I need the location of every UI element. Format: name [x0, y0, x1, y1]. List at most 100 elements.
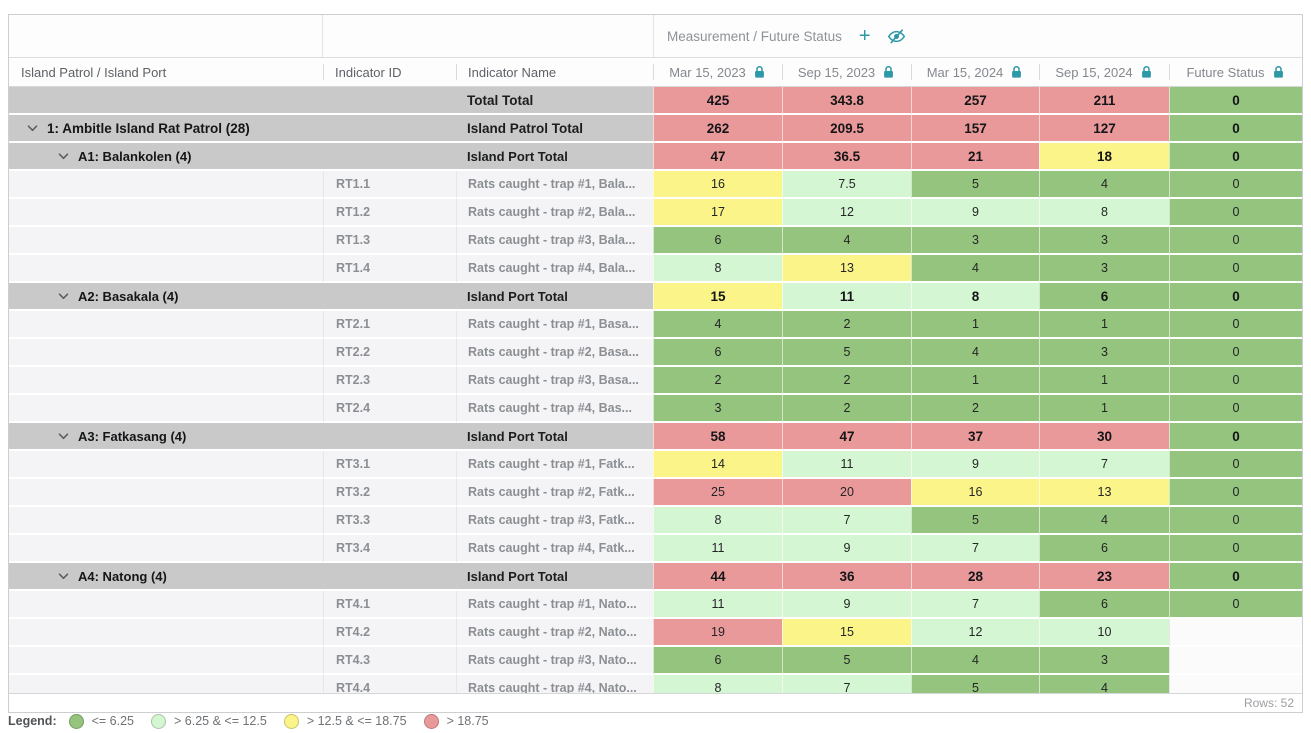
measurement-cell[interactable]: 1	[1039, 395, 1169, 423]
measurement-cell[interactable]: 2	[782, 311, 911, 339]
column-header-label: Future Status	[1186, 64, 1265, 80]
column-header-sep-15-2024[interactable]: Sep 15, 2024	[1039, 58, 1169, 86]
measurement-cell[interactable]: 8	[653, 507, 782, 535]
future-status-cell[interactable]: 0	[1169, 255, 1302, 283]
future-status-cell[interactable]: 0	[1169, 479, 1302, 507]
measurement-cell[interactable]: 6	[653, 339, 782, 367]
eye-off-icon[interactable]	[887, 27, 906, 46]
measurement-cell[interactable]: 5	[911, 507, 1039, 535]
measurement-cell[interactable]: 4	[1039, 507, 1169, 535]
future-status-cell[interactable]: 0	[1169, 227, 1302, 255]
measurement-cell[interactable]: 11	[653, 591, 782, 619]
group-total-label: Island Patrol Total	[467, 120, 584, 136]
measurement-cell[interactable]: 12	[911, 619, 1039, 647]
measurement-cell[interactable]: 9	[782, 591, 911, 619]
measurement-cell[interactable]: 1	[1039, 367, 1169, 395]
measurement-cell[interactable]: 2	[782, 395, 911, 423]
measurement-cell[interactable]: 11	[782, 451, 911, 479]
measurement-cell[interactable]: 14	[653, 451, 782, 479]
column-header-future-status[interactable]: Future Status	[1169, 58, 1302, 86]
chevron-down-icon[interactable]	[58, 432, 69, 440]
chevron-down-icon[interactable]	[58, 292, 69, 300]
measurement-cell[interactable]: 3	[1039, 227, 1169, 255]
chevron-down-icon[interactable]	[27, 124, 38, 132]
future-status-cell[interactable]: 0	[1169, 451, 1302, 479]
measurement-cell[interactable]: 3	[1039, 647, 1169, 675]
measurement-cell[interactable]: 7	[782, 507, 911, 535]
measurement-cell[interactable]: 5	[911, 675, 1039, 693]
measurement-cell[interactable]: 9	[782, 535, 911, 563]
future-status-cell[interactable]: 0	[1169, 367, 1302, 395]
column-header-mar-15-2024[interactable]: Mar 15, 2024	[911, 58, 1039, 86]
measurement-cell[interactable]: 16	[911, 479, 1039, 507]
measurement-cell[interactable]: 5	[782, 647, 911, 675]
measurement-cell[interactable]: 1	[911, 367, 1039, 395]
measurement-cell[interactable]: 2	[911, 395, 1039, 423]
future-status-cell[interactable]: 0	[1169, 535, 1302, 563]
tree-cell[interactable]: A4: Natong (4)	[9, 563, 323, 591]
measurement-cell[interactable]: 7	[911, 535, 1039, 563]
measurement-cell[interactable]: 7	[1039, 451, 1169, 479]
measurement-cell[interactable]: 3	[911, 227, 1039, 255]
measurement-cell[interactable]: 1	[911, 311, 1039, 339]
measurement-cell[interactable]: 7	[911, 591, 1039, 619]
measurement-cell[interactable]: 12	[782, 199, 911, 227]
measurement-cell[interactable]: 3	[1039, 255, 1169, 283]
future-status-cell: 0	[1169, 423, 1302, 451]
future-status-cell[interactable]: 0	[1169, 199, 1302, 227]
measurement-cell[interactable]: 13	[782, 255, 911, 283]
measurement-cell[interactable]: 17	[653, 199, 782, 227]
column-header-mar-15-2023[interactable]: Mar 15, 2023	[653, 58, 782, 86]
future-status-cell[interactable]: 0	[1169, 507, 1302, 535]
measurement-cell[interactable]: 3	[653, 395, 782, 423]
measurement-cell[interactable]: 7.5	[782, 171, 911, 199]
measurement-cell[interactable]: 4	[782, 227, 911, 255]
future-status-cell[interactable]: 0	[1169, 171, 1302, 199]
tree-cell[interactable]: A2: Basakala (4)	[9, 283, 323, 311]
measurement-cell[interactable]: 9	[911, 199, 1039, 227]
measurement-cell[interactable]: 8	[653, 255, 782, 283]
column-header-sep-15-2023[interactable]: Sep 15, 2023	[782, 58, 911, 86]
chevron-down-icon[interactable]	[58, 572, 69, 580]
lock-icon	[753, 65, 766, 79]
measurement-cell[interactable]: 4	[911, 255, 1039, 283]
measurement-cell[interactable]: 6	[653, 227, 782, 255]
future-status-cell[interactable]: 0	[1169, 395, 1302, 423]
tree-cell[interactable]: A1: Balankolen (4)	[9, 143, 323, 171]
measurement-cell[interactable]: 11	[653, 535, 782, 563]
measurement-cell[interactable]: 25	[653, 479, 782, 507]
measurement-cell[interactable]: 4	[911, 339, 1039, 367]
measurement-cell[interactable]: 10	[1039, 619, 1169, 647]
future-status-cell[interactable]: 0	[1169, 311, 1302, 339]
tree-cell[interactable]: A3: Fatkasang (4)	[9, 423, 323, 451]
measurement-cell[interactable]: 5	[911, 171, 1039, 199]
measurement-cell[interactable]: 8	[653, 675, 782, 693]
future-status-cell[interactable]: 0	[1169, 339, 1302, 367]
plus-icon[interactable]: +	[858, 25, 871, 47]
measurement-cell[interactable]: 6	[1039, 535, 1169, 563]
measurement-cell[interactable]: 6	[653, 647, 782, 675]
measurement-cell[interactable]: 19	[653, 619, 782, 647]
measurement-cell[interactable]: 6	[1039, 591, 1169, 619]
measurement-cell[interactable]: 4	[911, 647, 1039, 675]
measurement-cell[interactable]: 3	[1039, 339, 1169, 367]
measurement-cell[interactable]: 4	[653, 311, 782, 339]
measurement-cell[interactable]: 16	[653, 171, 782, 199]
measurement-cell[interactable]: 4	[1039, 675, 1169, 693]
measurement-cell[interactable]: 13	[1039, 479, 1169, 507]
measurement-cell[interactable]: 15	[782, 619, 911, 647]
measurement-cell[interactable]: 7	[782, 675, 911, 693]
measurement-cell[interactable]: 9	[911, 451, 1039, 479]
measurement-cell[interactable]: 4	[1039, 171, 1169, 199]
measurement-cell[interactable]: 1	[1039, 311, 1169, 339]
table-row: Total Total 425 343.8 257 211 0	[9, 87, 1302, 115]
indicator-name: Rats caught - trap #2, Bala...	[468, 205, 636, 219]
measurement-cell[interactable]: 5	[782, 339, 911, 367]
tree-cell[interactable]: 1: Ambitle Island Rat Patrol (28)	[9, 115, 323, 143]
measurement-cell[interactable]: 2	[782, 367, 911, 395]
future-status-cell[interactable]: 0	[1169, 591, 1302, 619]
chevron-down-icon[interactable]	[58, 152, 69, 160]
measurement-cell[interactable]: 8	[1039, 199, 1169, 227]
measurement-cell[interactable]: 20	[782, 479, 911, 507]
measurement-cell[interactable]: 2	[653, 367, 782, 395]
